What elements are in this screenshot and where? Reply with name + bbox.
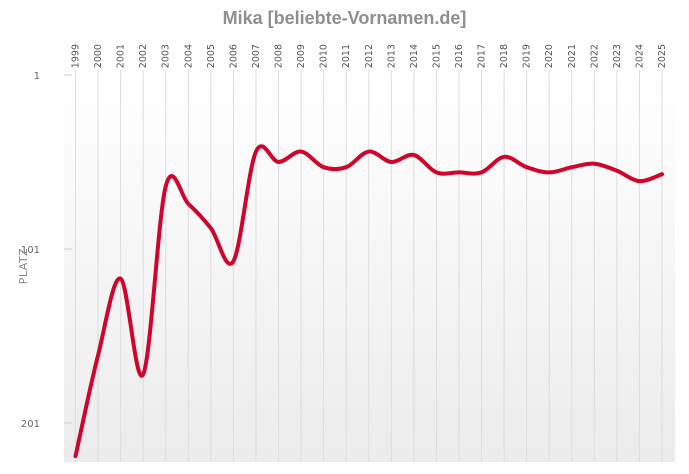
x-tick-label-2011: 2011 [341, 44, 352, 68]
data-point-2002 [141, 372, 145, 376]
data-point-2005 [209, 226, 213, 230]
data-point-2001 [119, 277, 123, 281]
data-point-2000 [96, 353, 100, 357]
x-tick-label-2016: 2016 [454, 44, 465, 68]
x-tick-label-2000: 2000 [93, 44, 104, 68]
x-tick-label-2007: 2007 [251, 44, 262, 68]
data-point-2010 [322, 165, 326, 169]
x-tick-label-2021: 2021 [567, 44, 578, 68]
x-tick-label-2009: 2009 [296, 44, 307, 68]
data-point-2008 [277, 160, 281, 164]
x-tick-label-2003: 2003 [161, 44, 172, 68]
y-tick-label-201: 201 [21, 419, 40, 430]
x-tick-label-2006: 2006 [228, 44, 239, 68]
x-tick-label-2025: 2025 [657, 44, 668, 68]
data-point-2003 [164, 184, 168, 188]
x-tick-label-2015: 2015 [431, 44, 442, 68]
x-tick-label-2022: 2022 [589, 44, 600, 68]
x-tick-label-2013: 2013 [386, 44, 397, 68]
x-tick-label-2017: 2017 [477, 44, 488, 68]
data-point-2020 [547, 170, 551, 174]
data-point-2017 [480, 170, 484, 174]
x-tick-label-2014: 2014 [409, 44, 420, 68]
x-tick-label-1999: 1999 [71, 44, 82, 68]
data-point-1999 [74, 454, 78, 458]
series-line [73, 144, 664, 459]
x-tick-label-2008: 2008 [274, 44, 285, 68]
x-tick-label-2002: 2002 [138, 44, 149, 68]
data-point-2006 [231, 259, 235, 263]
y-tick-label-101: 101 [21, 245, 40, 256]
data-point-2019 [525, 165, 529, 169]
x-tick-label-2005: 2005 [206, 44, 217, 68]
data-point-2016 [457, 170, 461, 174]
y-tick-label-1: 1 [34, 71, 40, 82]
data-point-2011 [344, 165, 348, 169]
x-tick-label-2019: 2019 [522, 44, 533, 68]
x-tick-label-2023: 2023 [612, 44, 623, 68]
x-tick-label-2012: 2012 [364, 44, 375, 68]
data-point-2022 [592, 162, 596, 166]
data-point-2015 [434, 170, 438, 174]
data-point-2012 [367, 150, 371, 154]
data-point-2013 [389, 160, 393, 164]
y-axis-label: PLATZ [17, 248, 30, 284]
x-tick-label-2010: 2010 [319, 44, 330, 68]
data-point-2021 [570, 165, 574, 169]
data-point-2024 [637, 179, 641, 183]
x-tick-label-2020: 2020 [544, 44, 555, 68]
data-point-2023 [615, 169, 619, 173]
data-point-2007 [254, 150, 258, 154]
data-point-2025 [660, 172, 664, 176]
data-point-2004 [186, 202, 190, 206]
x-tick-label-2004: 2004 [183, 44, 194, 68]
x-tick-label-2024: 2024 [634, 44, 645, 68]
data-point-2009 [299, 150, 303, 154]
chart-title: Mika [beliebte-Vornamen.de] [222, 8, 467, 28]
x-tick-label-2001: 2001 [116, 44, 127, 68]
x-tick-label-2018: 2018 [499, 44, 510, 68]
data-point-2014 [412, 153, 416, 157]
data-point-2018 [502, 155, 506, 159]
